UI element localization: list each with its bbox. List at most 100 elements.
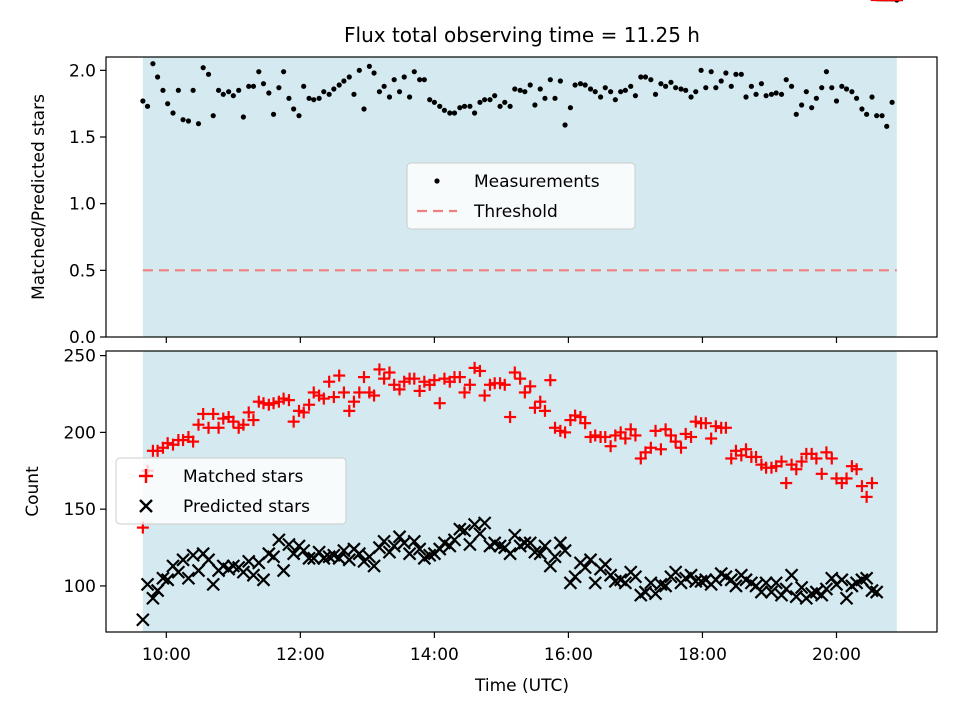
matched-star-point [740, 443, 753, 456]
matched-star-point [719, 421, 732, 434]
measurement-point [718, 78, 724, 84]
predicted-star-point [618, 576, 633, 590]
measurement-point [628, 83, 634, 89]
chart-title: Flux total observing time = 11.25 h [344, 23, 700, 47]
y-tick-label: 1.5 [69, 128, 96, 148]
measurement-point [567, 105, 574, 111]
measurement-point [693, 89, 699, 95]
predicted-star-point [543, 559, 558, 573]
matched-star-point [810, 452, 823, 465]
measurement-point [311, 97, 317, 103]
predicted-star-point [206, 577, 221, 592]
x-tick-label: 14:00 [410, 645, 459, 665]
measurement-point [326, 91, 332, 97]
measurement-point [411, 69, 417, 75]
matched-star-point [514, 372, 527, 385]
legend-measurements-label: Measurements [474, 172, 600, 192]
measurement-point [612, 97, 618, 103]
measurement-point [175, 87, 181, 93]
predicted-star-point [286, 546, 301, 561]
bottom-legend-box [115, 457, 347, 525]
measurement-point [200, 65, 206, 71]
measurement-point [280, 69, 287, 75]
measurement-point [557, 78, 563, 84]
y-tick-label: 250 [64, 347, 96, 367]
predicted-star-point [859, 571, 874, 586]
measurement-point [447, 110, 453, 116]
legend-matched-label: Matched stars [183, 467, 303, 487]
measurement-point [688, 94, 694, 100]
measurement-point [803, 89, 809, 95]
predicted-star-point [588, 576, 602, 590]
matched-star-point [267, 397, 280, 410]
measurement-point [371, 70, 377, 76]
measurement-point [813, 95, 819, 101]
predicted-star-point [694, 574, 708, 589]
matched-star-point [604, 440, 617, 453]
predicted-star-point [473, 526, 487, 541]
predicted-star-point [246, 568, 261, 582]
measurement-point [723, 70, 729, 76]
y-tick-label: 0.5 [69, 261, 96, 281]
measurement-point [140, 98, 146, 104]
matched-star-point [820, 446, 833, 459]
predicted-star-point [558, 543, 572, 558]
measurement-point [843, 86, 850, 92]
measurement-point [497, 103, 503, 109]
predicted-star-point [648, 586, 663, 601]
predicted-star-point [181, 571, 196, 586]
matched-star-point [368, 389, 381, 402]
matched-star-point [378, 372, 391, 385]
matched-star-point [353, 386, 366, 399]
matched-star-point [358, 371, 371, 384]
predicted-star-point [342, 553, 357, 567]
measurement-point [773, 90, 779, 96]
measurement-point [376, 89, 383, 95]
x-axis-label: Time (UTC) [474, 676, 569, 696]
measurement-point [180, 117, 186, 123]
matched-star-point [534, 395, 547, 408]
x-tick-label: 10:00 [142, 645, 191, 665]
measurement-point [542, 95, 548, 101]
matched-star-point [347, 395, 360, 408]
measurement-point [869, 94, 875, 100]
matched-star-point [524, 380, 537, 393]
measurement-point [250, 83, 257, 89]
predicted-star-point [865, 583, 879, 598]
measurement-point [597, 94, 604, 100]
measurement-point [652, 91, 659, 97]
matched-star-point [227, 415, 240, 428]
bottom-axes-frame [105, 350, 938, 633]
bottom-x-ticks: 10:00 12:00 14:00 16:00 18:00 20:00 [142, 632, 861, 665]
measurement-point [829, 85, 835, 91]
matched-star-point [709, 420, 722, 433]
measurement-point [859, 106, 865, 112]
measurement-point [668, 79, 674, 85]
matched-star-point [780, 477, 793, 490]
predicted-star-point [266, 549, 281, 564]
measurement-point [195, 121, 202, 127]
x-tick-label: 12:00 [276, 645, 325, 665]
matched-star-point [508, 366, 521, 379]
y-tick-label: 0.0 [69, 328, 96, 348]
x-tick-label: 20:00 [812, 645, 861, 665]
measurement-point [260, 81, 267, 87]
measurement-point [738, 71, 744, 77]
measurement-point [809, 105, 815, 111]
predicted-star-point [256, 573, 271, 587]
top-y-ticks: 0.0 0.5 1.0 1.5 2.0 [69, 61, 106, 348]
predicted-star-point [839, 591, 854, 605]
measurement-point [502, 99, 508, 105]
matched-star-point [498, 378, 511, 391]
matched-star-point [453, 371, 466, 384]
predicted-star-point [855, 573, 869, 587]
measurement-point [427, 97, 433, 103]
predicted-star-point [835, 573, 849, 587]
predicted-star-point [729, 579, 743, 593]
predicted-star-point [764, 585, 779, 599]
measurement-point [471, 110, 478, 116]
measurement-point [286, 95, 292, 101]
measurement-point [522, 89, 528, 95]
measurement-point [819, 85, 825, 91]
